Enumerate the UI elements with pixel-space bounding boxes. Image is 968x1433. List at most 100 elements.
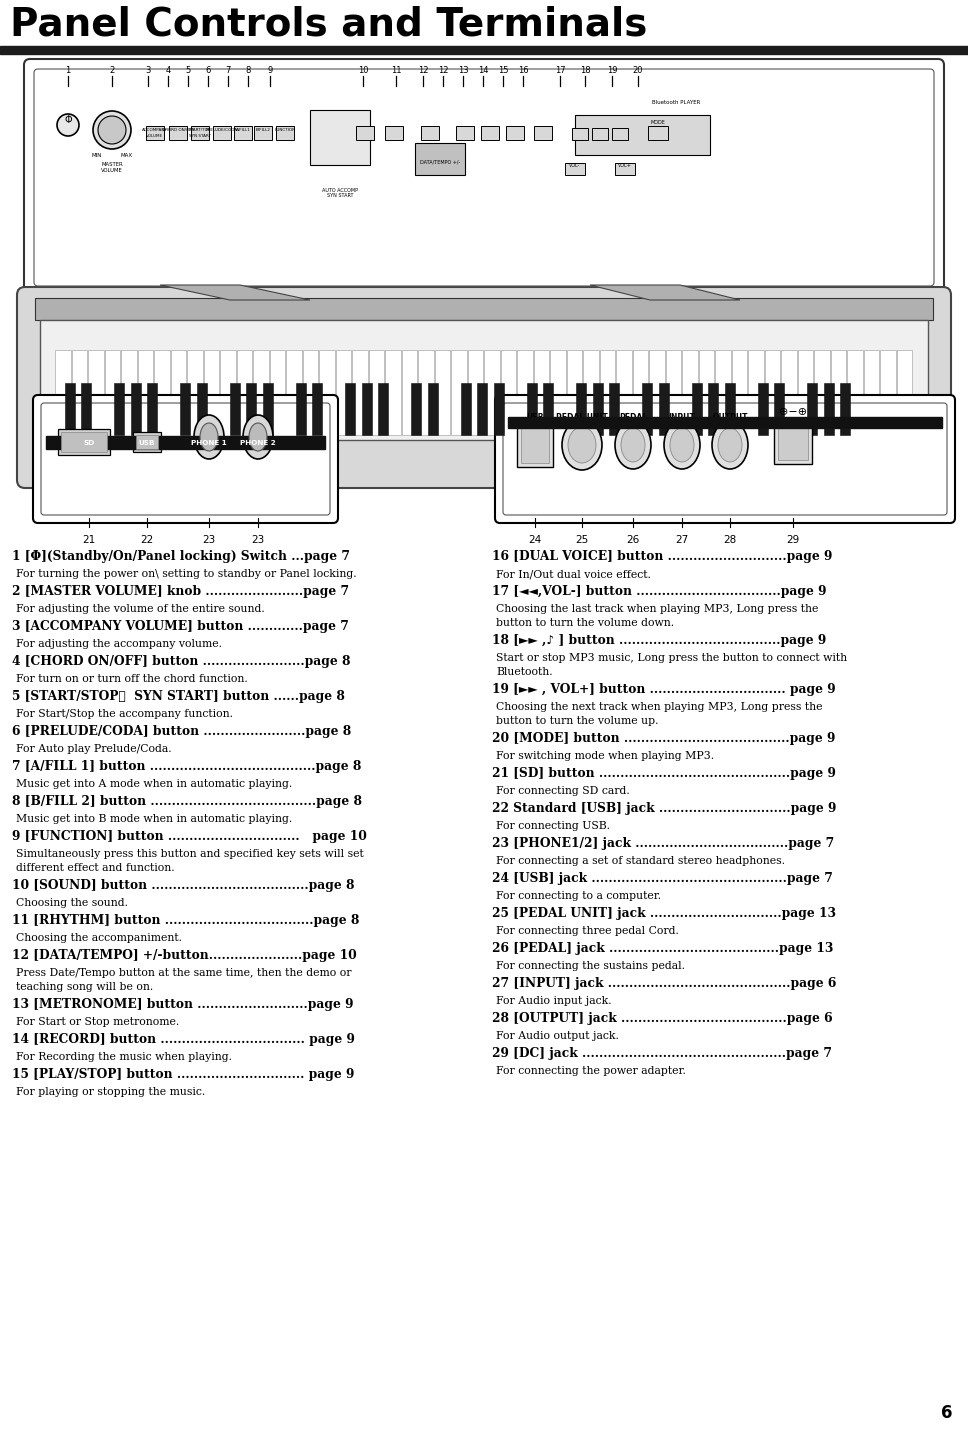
Bar: [648, 126, 668, 140]
Bar: [814, 350, 830, 436]
Text: For Start or Stop metronome.: For Start or Stop metronome.: [16, 1017, 179, 1027]
Bar: [146, 126, 164, 140]
Text: 26: 26: [626, 535, 640, 545]
Text: For connecting the power adapter.: For connecting the power adapter.: [496, 1066, 686, 1076]
Bar: [137, 350, 153, 436]
Text: Press Date/Tempo button at the same time, then the demo or: Press Date/Tempo button at the same time…: [16, 969, 351, 977]
Text: CHORD ON/OFF: CHORD ON/OFF: [162, 128, 194, 132]
Bar: [666, 350, 681, 436]
Bar: [774, 420, 812, 464]
Bar: [415, 143, 465, 175]
Bar: [296, 383, 306, 436]
Bar: [847, 350, 862, 436]
Text: For In/Out dual voice effect.: For In/Out dual voice effect.: [496, 569, 650, 579]
Bar: [72, 350, 87, 436]
Bar: [566, 350, 582, 436]
Text: For switching mode when playing MP3.: For switching mode when playing MP3.: [496, 751, 714, 761]
Bar: [896, 350, 912, 436]
Bar: [725, 383, 735, 436]
Text: START/TOP: START/TOP: [189, 128, 211, 132]
Bar: [534, 126, 552, 140]
Bar: [527, 383, 537, 436]
Bar: [778, 426, 808, 460]
Bar: [758, 383, 768, 436]
Bar: [213, 126, 231, 140]
Bar: [58, 428, 110, 456]
Bar: [378, 383, 388, 436]
Text: 16 [DUAL VOICE] button ............................page 9: 16 [DUAL VOICE] button .................…: [492, 550, 832, 563]
Text: For connecting to a computer.: For connecting to a computer.: [496, 891, 661, 901]
Text: 23 [PHONE1/2] jack ....................................page 7: 23 [PHONE1/2] jack .....................…: [492, 837, 834, 850]
Text: Choosing the accompaniment.: Choosing the accompaniment.: [16, 933, 182, 943]
Bar: [508, 417, 942, 428]
FancyBboxPatch shape: [503, 403, 947, 514]
Text: 2: 2: [109, 66, 114, 75]
Text: For connecting USB.: For connecting USB.: [496, 821, 610, 831]
Bar: [500, 350, 516, 436]
Text: VOL-: VOL-: [569, 163, 581, 168]
Bar: [421, 126, 439, 140]
Ellipse shape: [712, 421, 748, 469]
Text: Start or stop MP3 music, Long press the button to connect with: Start or stop MP3 music, Long press the …: [496, 653, 847, 663]
Bar: [247, 383, 257, 436]
Text: 22 Standard [USB] jack ...............................page 9: 22 Standard [USB] jack .................…: [492, 802, 836, 815]
Text: DC 12 V: DC 12 V: [776, 420, 810, 428]
Bar: [234, 126, 252, 140]
FancyBboxPatch shape: [24, 59, 944, 297]
FancyBboxPatch shape: [41, 403, 330, 514]
Bar: [61, 431, 107, 451]
Bar: [533, 350, 549, 436]
Text: 15: 15: [498, 66, 508, 75]
Bar: [35, 298, 933, 320]
Bar: [356, 126, 374, 140]
Bar: [616, 350, 631, 436]
Text: 27 [INPUT] jack ...........................................page 6: 27 [INPUT] jack ........................…: [492, 977, 836, 990]
Text: 12 [DATA/TEMPO] +/-button......................page 10: 12 [DATA/TEMPO] +/-button...............…: [12, 949, 357, 962]
Bar: [592, 383, 603, 436]
Bar: [451, 350, 467, 436]
Text: 5: 5: [186, 66, 191, 75]
Bar: [468, 350, 483, 436]
Text: 14 [RECORD] button .................................. page 9: 14 [RECORD] button .....................…: [12, 1033, 355, 1046]
Text: 29 [DC] jack ................................................page 7: 29 [DC] jack ...........................…: [492, 1048, 832, 1060]
Bar: [798, 350, 813, 436]
Text: 12: 12: [438, 66, 448, 75]
Bar: [169, 126, 187, 140]
Bar: [131, 383, 140, 436]
Text: 19 [►► , VOL+] button ................................ page 9: 19 [►► , VOL+] button ..................…: [492, 684, 835, 696]
Text: different effect and function.: different effect and function.: [16, 863, 174, 873]
FancyBboxPatch shape: [17, 287, 951, 489]
Ellipse shape: [249, 423, 267, 451]
Bar: [774, 383, 784, 436]
Text: Music get into B mode when in automatic playing.: Music get into B mode when in automatic …: [16, 814, 292, 824]
Text: 23: 23: [202, 535, 216, 545]
Bar: [781, 350, 797, 436]
Text: 20: 20: [633, 66, 644, 75]
Text: 13 [METRONOME] button ..........................page 9: 13 [METRONOME] button ..................…: [12, 997, 353, 1012]
Text: 13: 13: [458, 66, 469, 75]
Text: SD: SD: [83, 440, 95, 446]
Text: 3: 3: [145, 66, 151, 75]
Text: 29: 29: [786, 535, 800, 545]
Text: VOL+: VOL+: [618, 163, 632, 168]
Bar: [191, 126, 209, 140]
Bar: [254, 126, 272, 140]
Text: Choosing the last track when playing MP3, Long press the: Choosing the last track when playing MP3…: [496, 603, 818, 613]
Bar: [114, 383, 124, 436]
Text: button to turn the volume down.: button to turn the volume down.: [496, 618, 674, 628]
Bar: [840, 383, 850, 436]
Bar: [692, 383, 702, 436]
FancyBboxPatch shape: [495, 396, 955, 523]
Text: 6: 6: [941, 1404, 952, 1422]
Bar: [88, 350, 104, 436]
Bar: [154, 350, 169, 436]
Bar: [824, 383, 833, 436]
Text: 23: 23: [252, 535, 264, 545]
Text: For Audio output jack.: For Audio output jack.: [496, 1030, 619, 1040]
Text: Music get into A mode when in automatic playing.: Music get into A mode when in automatic …: [16, 780, 292, 790]
Bar: [40, 320, 928, 440]
Bar: [592, 128, 608, 140]
Text: teaching song will be on.: teaching song will be on.: [16, 982, 153, 992]
Text: 24 [USB] jack ..............................................page 7: 24 [USB] jack ..........................…: [492, 873, 832, 886]
Bar: [649, 350, 664, 436]
